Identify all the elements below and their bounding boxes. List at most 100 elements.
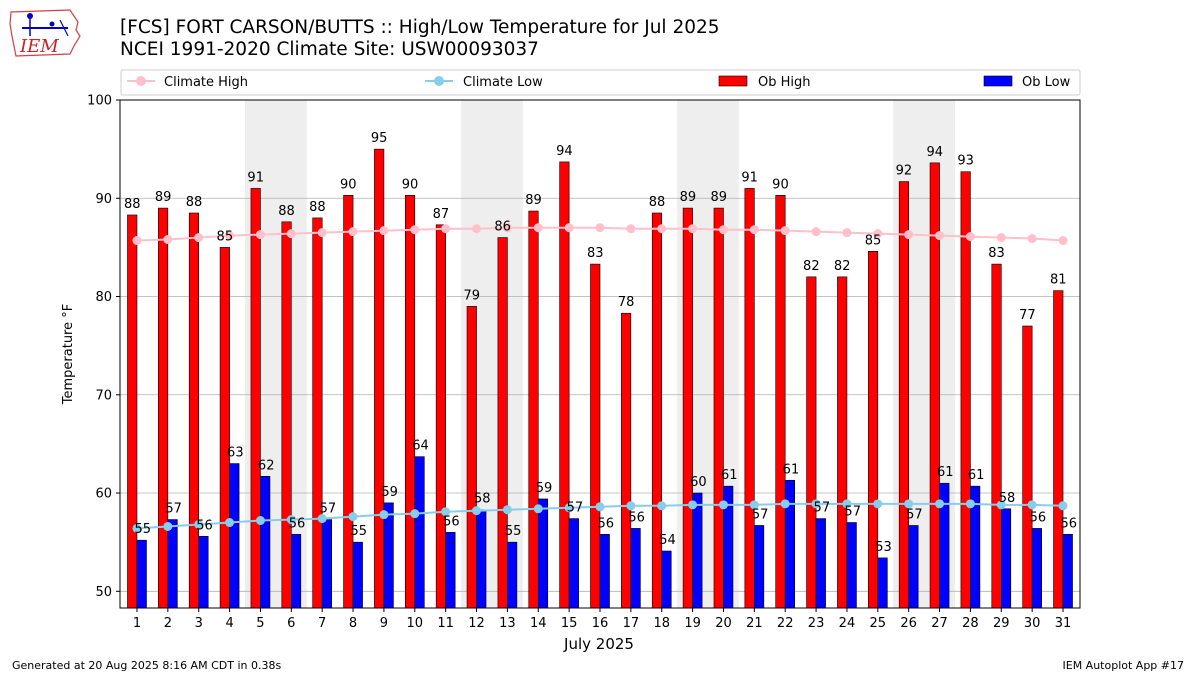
- climate-high-point-14: [533, 223, 543, 233]
- x-tick-label-10: 10: [407, 616, 424, 631]
- legend-marker-climate-low: [434, 76, 444, 86]
- ob-low-label-5: 62: [258, 458, 275, 473]
- ob-low-label-12: 58: [474, 492, 491, 507]
- ob-low-bar-24: [846, 522, 857, 609]
- y-tick-label-60: 60: [95, 487, 112, 502]
- ob-high-label-24: 82: [834, 259, 851, 274]
- ob-high-bar-12: [466, 306, 477, 609]
- ob-low-bar-2: [167, 519, 178, 609]
- y-tick-label-70: 70: [95, 388, 112, 403]
- x-tick-label-30: 30: [1024, 616, 1041, 631]
- ob-high-label-7: 88: [309, 200, 326, 215]
- x-tick-label-3: 3: [195, 616, 203, 631]
- x-tick-label-25: 25: [870, 616, 887, 631]
- climate-low-point-19: [688, 500, 698, 510]
- chart-title-line1: [FCS] FORT CARSON/BUTTS :: High/Low Temp…: [120, 17, 720, 38]
- ob-high-label-20: 89: [710, 190, 727, 205]
- bars: [127, 148, 1073, 609]
- climate-high-point-23: [811, 227, 821, 237]
- ob-high-label-3: 88: [186, 195, 203, 210]
- climate-low-point-24: [842, 499, 852, 509]
- climate-low-point-30: [1027, 500, 1037, 510]
- climate-high-point-27: [935, 231, 945, 241]
- ob-high-bar-23: [806, 276, 817, 609]
- climate-high-point-25: [873, 229, 883, 239]
- ob-high-label-8: 90: [340, 177, 357, 192]
- climate-low-point-29: [996, 500, 1006, 510]
- climate-low-point-5: [255, 516, 265, 526]
- climate-low-point-3: [194, 519, 204, 529]
- ob-high-bar-7: [312, 217, 323, 609]
- ob-high-bar-22: [775, 195, 786, 609]
- legend-label-ob-low: Ob Low: [1022, 75, 1071, 90]
- climate-high-point-26: [904, 230, 914, 240]
- ob-high-label-9: 95: [371, 131, 388, 146]
- y-tick-label-90: 90: [95, 192, 112, 207]
- ob-high-bar-5: [250, 188, 261, 609]
- climate-high-point-22: [780, 226, 790, 236]
- ob-low-label-9: 59: [381, 485, 398, 500]
- climate-low-point-8: [348, 512, 358, 522]
- ob-high-bar-2: [158, 207, 169, 609]
- ob-high-bar-13: [497, 237, 508, 609]
- ob-low-bar-5: [260, 476, 271, 609]
- climate-low-point-15: [564, 503, 574, 513]
- ob-low-label-21: 57: [752, 507, 769, 522]
- ob-high-label-28: 93: [957, 154, 974, 169]
- ob-low-label-14: 59: [536, 481, 553, 496]
- ob-high-label-15: 94: [556, 144, 573, 159]
- ob-low-bar-11: [445, 532, 456, 609]
- ob-low-label-30: 56: [1030, 510, 1047, 525]
- x-tick-label-16: 16: [592, 616, 609, 631]
- climate-low-point-16: [595, 502, 605, 512]
- climate-low-point-14: [533, 504, 543, 514]
- ob-high-bar-6: [281, 221, 292, 609]
- climate-high-point-21: [749, 225, 759, 235]
- ob-high-bar-24: [837, 276, 848, 609]
- ob-low-bar-10: [414, 456, 425, 609]
- ob-low-bar-4: [229, 463, 240, 609]
- x-tick-label-15: 15: [561, 616, 578, 631]
- ob-low-label-6: 56: [289, 516, 306, 531]
- ob-low-bar-21: [754, 525, 765, 609]
- ob-high-bar-16: [590, 263, 601, 609]
- climate-high-point-12: [472, 224, 482, 234]
- climate-low-point-4: [225, 518, 235, 528]
- ob-high-label-13: 86: [494, 220, 511, 235]
- x-tick-label-20: 20: [715, 616, 732, 631]
- ob-low-label-22: 61: [783, 462, 800, 477]
- ob-low-label-10: 64: [412, 439, 429, 454]
- ob-high-label-27: 94: [927, 145, 944, 160]
- ob-high-label-12: 79: [464, 288, 481, 303]
- ob-low-label-25: 53: [875, 540, 892, 555]
- climate-low-point-26: [904, 499, 914, 509]
- ob-high-bar-9: [374, 148, 385, 609]
- x-tick-label-1: 1: [133, 616, 141, 631]
- x-tick-label-5: 5: [256, 616, 264, 631]
- climate-low-point-18: [657, 501, 667, 511]
- x-axis-label: July 2025: [563, 635, 634, 653]
- iowa-map-icon: [9, 9, 81, 57]
- ob-low-label-2: 57: [165, 502, 182, 517]
- ob-low-label-31: 56: [1060, 516, 1077, 531]
- logo-text: IEM: [20, 36, 59, 57]
- ob-high-label-10: 90: [402, 177, 419, 192]
- x-tick-label-19: 19: [684, 616, 701, 631]
- x-tick-label-2: 2: [164, 616, 172, 631]
- ob-high-bar-30: [1022, 325, 1033, 609]
- climate-high-point-30: [1027, 234, 1037, 244]
- climate-low-point-9: [379, 510, 389, 520]
- climate-low-point-28: [965, 499, 975, 509]
- climate-low-point-1: [132, 523, 142, 533]
- x-tick-label-31: 31: [1055, 616, 1072, 631]
- x-tick-label-14: 14: [530, 616, 547, 631]
- ob-low-bar-19: [692, 492, 703, 609]
- legend-label-climate-high: Climate High: [164, 75, 248, 90]
- ob-high-label-25: 85: [865, 233, 882, 248]
- ob-high-bar-29: [991, 263, 1002, 609]
- ob-low-bar-25: [877, 557, 888, 609]
- footer-app-id: IEM Autoplot App #17: [1062, 659, 1185, 672]
- x-tick-label-21: 21: [746, 616, 763, 631]
- climate-high-point-15: [564, 223, 574, 233]
